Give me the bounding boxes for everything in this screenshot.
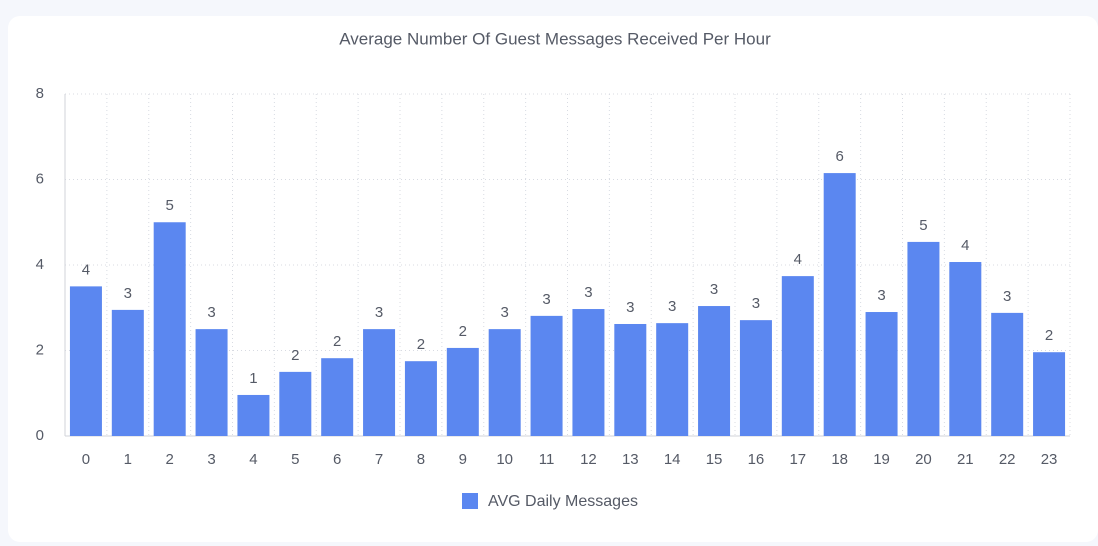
x-tick-label: 22 bbox=[999, 451, 1016, 468]
data-label: 3 bbox=[1003, 288, 1011, 305]
data-label: 2 bbox=[1045, 327, 1053, 344]
x-tick-label: 6 bbox=[333, 451, 341, 468]
data-label: 1 bbox=[249, 370, 257, 387]
bar bbox=[446, 347, 479, 436]
legend-swatch bbox=[462, 493, 478, 509]
x-tick-label: 18 bbox=[831, 451, 848, 468]
data-label: 3 bbox=[375, 304, 383, 321]
data-label: 3 bbox=[584, 284, 592, 301]
bar bbox=[823, 173, 856, 436]
x-tick-label: 14 bbox=[664, 451, 681, 468]
x-tick-label: 19 bbox=[873, 451, 890, 468]
bar bbox=[279, 371, 312, 436]
data-label: 2 bbox=[291, 347, 299, 364]
x-tick-label: 23 bbox=[1041, 451, 1058, 468]
x-tick-label: 0 bbox=[82, 451, 90, 468]
bar bbox=[1033, 352, 1066, 436]
bar bbox=[69, 286, 102, 436]
bar bbox=[530, 315, 563, 436]
bar bbox=[488, 329, 521, 436]
x-tick-label: 5 bbox=[291, 451, 299, 468]
bar bbox=[237, 394, 270, 436]
bar bbox=[153, 222, 186, 436]
data-label: 2 bbox=[417, 336, 425, 353]
x-tick-label: 21 bbox=[957, 451, 974, 468]
bar bbox=[781, 276, 814, 436]
y-tick-label: 2 bbox=[36, 341, 44, 358]
x-tick-label: 8 bbox=[417, 451, 425, 468]
data-label: 4 bbox=[794, 251, 802, 268]
y-tick-label: 6 bbox=[36, 170, 44, 187]
bar bbox=[321, 358, 354, 436]
data-label: 3 bbox=[124, 285, 132, 302]
x-tick-label: 4 bbox=[249, 451, 257, 468]
x-tick-label: 15 bbox=[706, 451, 723, 468]
data-label: 3 bbox=[877, 287, 885, 304]
data-label: 5 bbox=[166, 197, 174, 214]
bar bbox=[949, 262, 982, 436]
x-tick-label: 9 bbox=[459, 451, 467, 468]
x-tick-label: 3 bbox=[207, 451, 215, 468]
x-tick-label: 20 bbox=[915, 451, 932, 468]
bar bbox=[907, 241, 940, 436]
y-tick-label: 8 bbox=[36, 85, 44, 102]
data-label: 3 bbox=[710, 281, 718, 298]
x-tick-label: 7 bbox=[375, 451, 383, 468]
bar bbox=[614, 323, 647, 436]
data-label: 3 bbox=[542, 291, 550, 308]
x-tick-label: 1 bbox=[124, 451, 132, 468]
y-tick-label: 4 bbox=[36, 256, 44, 273]
data-label: 3 bbox=[207, 304, 215, 321]
bar bbox=[363, 329, 396, 436]
x-tick-label: 10 bbox=[496, 451, 513, 468]
bar bbox=[865, 312, 898, 436]
data-label: 3 bbox=[668, 298, 676, 315]
bar bbox=[698, 306, 731, 436]
bar bbox=[404, 361, 437, 436]
bar bbox=[195, 329, 228, 436]
data-label: 3 bbox=[501, 304, 509, 321]
x-tick-label: 17 bbox=[789, 451, 806, 468]
x-tick-label: 12 bbox=[580, 451, 597, 468]
data-label: 3 bbox=[626, 299, 634, 316]
x-tick-label: 2 bbox=[166, 451, 174, 468]
bar bbox=[572, 309, 605, 436]
legend-label: AVG Daily Messages bbox=[488, 493, 638, 510]
data-label: 2 bbox=[459, 323, 467, 340]
y-tick-label: 0 bbox=[36, 427, 44, 444]
data-label: 6 bbox=[836, 148, 844, 165]
bar bbox=[991, 312, 1024, 436]
data-label: 3 bbox=[752, 295, 760, 312]
chart-title: Average Number Of Guest Messages Receive… bbox=[339, 29, 771, 48]
bar bbox=[656, 323, 689, 436]
data-label: 4 bbox=[961, 237, 969, 254]
bar bbox=[111, 309, 144, 436]
bar bbox=[739, 320, 772, 436]
x-tick-label: 11 bbox=[539, 451, 555, 468]
x-tick-label: 16 bbox=[748, 451, 765, 468]
data-label: 4 bbox=[82, 261, 90, 278]
data-label: 2 bbox=[333, 333, 341, 350]
x-tick-label: 13 bbox=[622, 451, 639, 468]
data-label: 5 bbox=[919, 217, 927, 234]
